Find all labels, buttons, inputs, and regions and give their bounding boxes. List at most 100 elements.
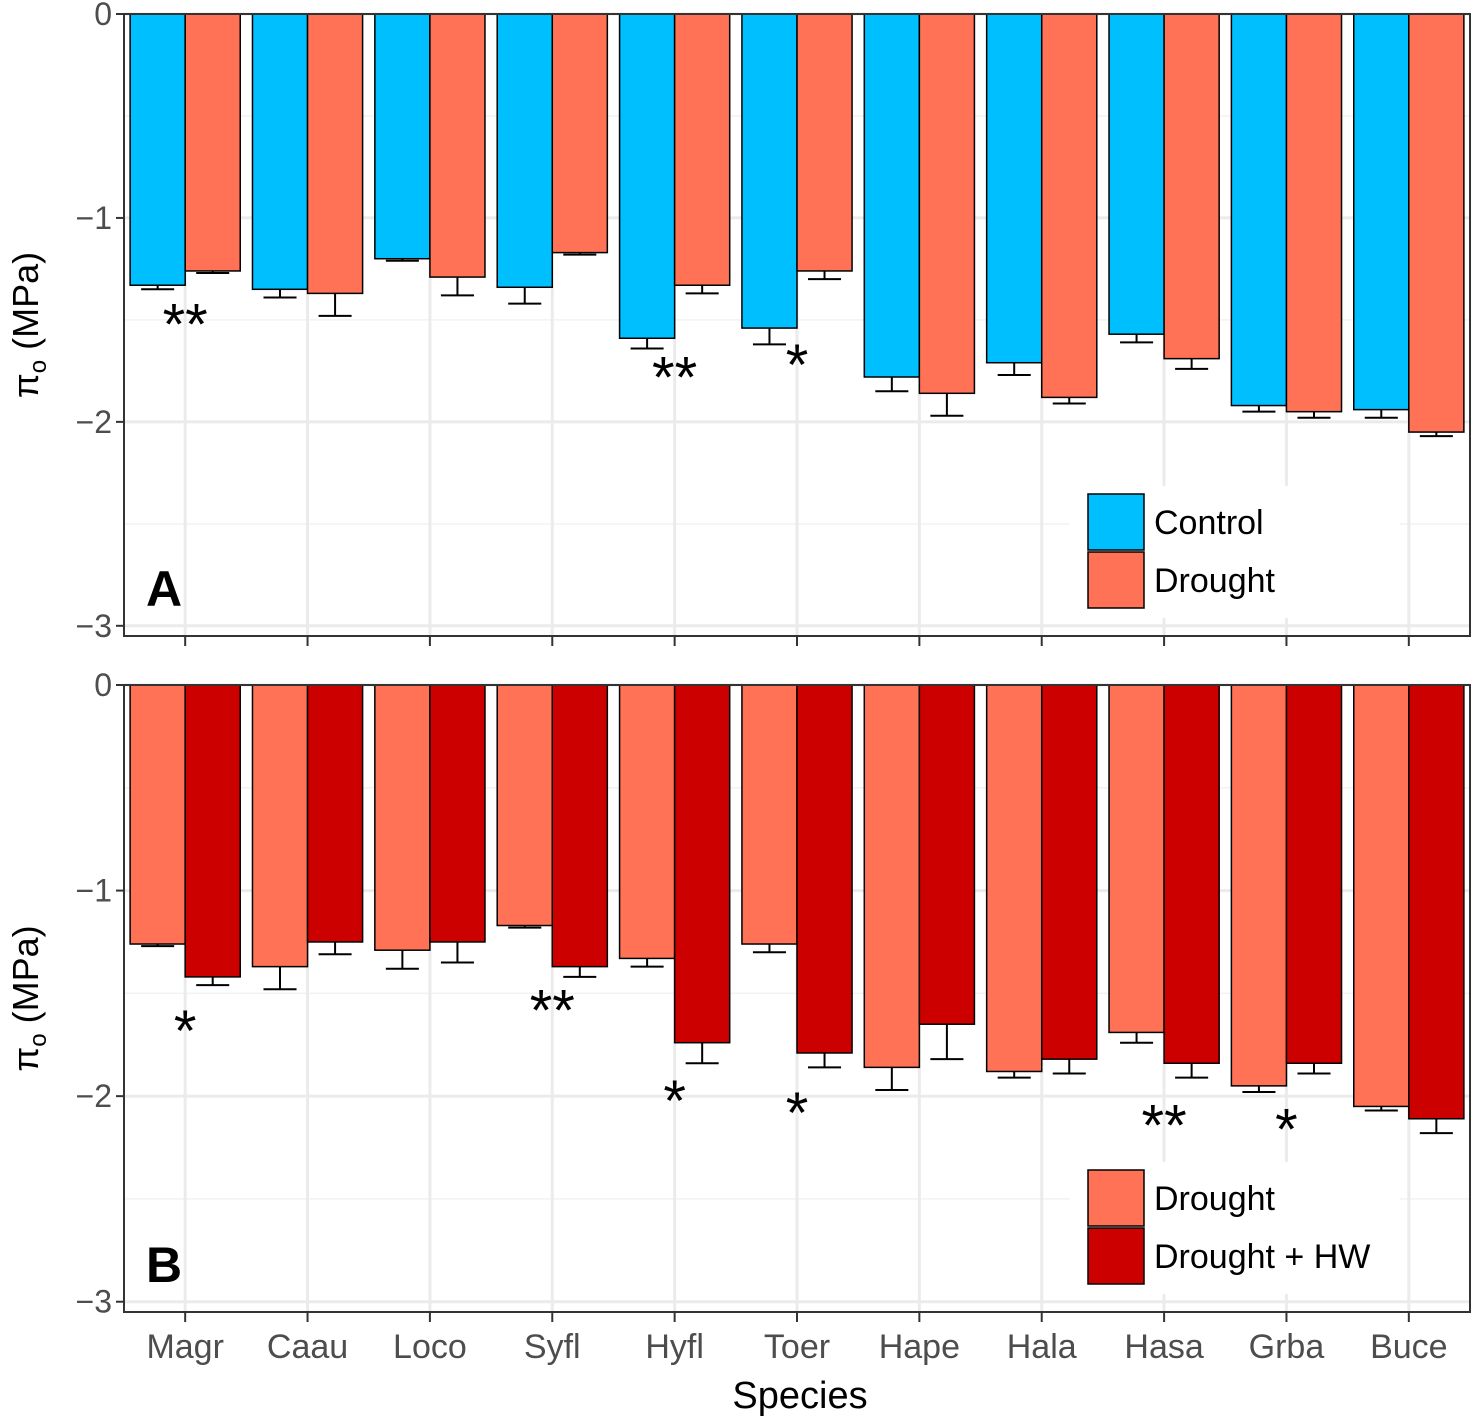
- bar: [496, 13, 554, 289]
- bar: [429, 13, 486, 278]
- bar: [918, 684, 976, 1025]
- bar: [1163, 13, 1220, 360]
- bar: [673, 684, 731, 1044]
- bar: [618, 684, 676, 960]
- legend-label: Drought: [1154, 1180, 1276, 1218]
- bar: [1163, 684, 1220, 1065]
- bar: [863, 13, 921, 378]
- y-axis-title-symbol: π: [5, 1047, 46, 1072]
- significance-marker: **: [652, 345, 697, 410]
- bar: [741, 684, 798, 945]
- bar: [1108, 13, 1165, 335]
- bar: [1230, 684, 1288, 1087]
- bar: [251, 13, 309, 291]
- y-axis-title-unit: (MPa): [5, 925, 46, 1033]
- bar: [306, 684, 364, 943]
- x-tick-label: Caau: [267, 1328, 348, 1366]
- bars: [129, 684, 1465, 1135]
- y-axis-title: πo (MPa): [5, 252, 52, 398]
- x-tick-label: Grba: [1249, 1328, 1325, 1366]
- bar: [1353, 13, 1410, 411]
- bar: [985, 684, 1043, 1073]
- panel-label: A: [146, 561, 182, 617]
- bar: [1353, 684, 1410, 1108]
- y-tick-label: 0: [94, 667, 112, 703]
- x-tick-label: Hyfl: [645, 1328, 704, 1366]
- significance-marker: **: [530, 978, 575, 1043]
- bar: [251, 684, 309, 968]
- bar: [184, 684, 241, 978]
- legend-key: [1087, 493, 1145, 551]
- x-axis: [184, 636, 1410, 646]
- legend-label: Control: [1154, 504, 1264, 542]
- bars: [129, 13, 1465, 438]
- y-tick-label: −1: [76, 200, 112, 236]
- bar: [741, 13, 798, 329]
- significance-marker: *: [1275, 1098, 1298, 1163]
- bar: [184, 13, 241, 272]
- y-axis-title: πo (MPa): [5, 925, 52, 1071]
- legend: Drought Drought + HW: [1070, 1162, 1400, 1294]
- significance-marker: **: [1142, 1093, 1187, 1158]
- y-axis-title-subscript: o: [25, 360, 52, 373]
- x-tick-label: Syfl: [524, 1328, 581, 1366]
- y-tick-label: 0: [94, 0, 112, 32]
- x-tick-label: Hasa: [1124, 1328, 1203, 1366]
- bar: [1285, 684, 1343, 1065]
- x-tick-label: Toer: [764, 1328, 830, 1366]
- y-tick-label: −2: [76, 1078, 112, 1114]
- bar: [1408, 684, 1465, 1120]
- y-axis-title-unit: (MPa): [5, 252, 46, 360]
- bar: [429, 684, 486, 943]
- bar: [918, 13, 976, 395]
- bar: [796, 13, 853, 272]
- bar: [1230, 13, 1288, 407]
- significance-marker: *: [663, 1069, 686, 1134]
- significance-marker: *: [786, 333, 809, 398]
- y-axis: 0 −1 −2 −3: [76, 667, 124, 1320]
- y-axis-title-subscript: o: [25, 1033, 52, 1046]
- bar: [551, 13, 609, 254]
- bar: [863, 684, 921, 1069]
- legend-key: [1087, 1169, 1145, 1227]
- bar: [496, 684, 554, 927]
- bar: [1040, 13, 1098, 399]
- legend: Control Drought: [1070, 486, 1400, 618]
- x-axis: Magr Caau Loco Syfl Hyfl Toer Hape Hala Hasa Grba…: [146, 1312, 1448, 1366]
- y-axis-title-symbol: π: [5, 373, 46, 398]
- bar: [129, 13, 186, 286]
- legend-key: [1087, 1227, 1145, 1285]
- bar: [796, 684, 853, 1054]
- legend-key: [1087, 551, 1145, 609]
- bar: [551, 684, 609, 968]
- bar: [673, 13, 731, 286]
- significance-marker: **: [163, 292, 208, 357]
- y-tick-label: −1: [76, 873, 112, 909]
- bar: [618, 13, 676, 340]
- bar: [1408, 13, 1465, 433]
- y-tick-label: −3: [76, 608, 112, 644]
- x-tick-label: Hala: [1007, 1328, 1077, 1366]
- panel-label: B: [146, 1237, 182, 1293]
- significance-marker: *: [786, 1081, 809, 1146]
- bar: [306, 13, 364, 295]
- legend-label: Drought + HW: [1154, 1238, 1370, 1276]
- y-tick-label: −2: [76, 404, 112, 440]
- bar: [1285, 13, 1343, 413]
- x-tick-label: Hape: [879, 1328, 960, 1366]
- legend-label: Drought: [1154, 562, 1276, 600]
- x-axis-title: Species: [732, 1375, 867, 1417]
- bar: [985, 13, 1043, 364]
- significance-marker: *: [174, 999, 197, 1064]
- bar: [1108, 684, 1165, 1034]
- x-tick-label: Magr: [146, 1328, 223, 1366]
- x-tick-label: Buce: [1370, 1328, 1448, 1366]
- y-tick-label: −3: [76, 1284, 112, 1320]
- bar: [374, 684, 431, 951]
- x-tick-label: Loco: [393, 1328, 467, 1366]
- bar: [374, 13, 431, 260]
- bar: [129, 684, 186, 945]
